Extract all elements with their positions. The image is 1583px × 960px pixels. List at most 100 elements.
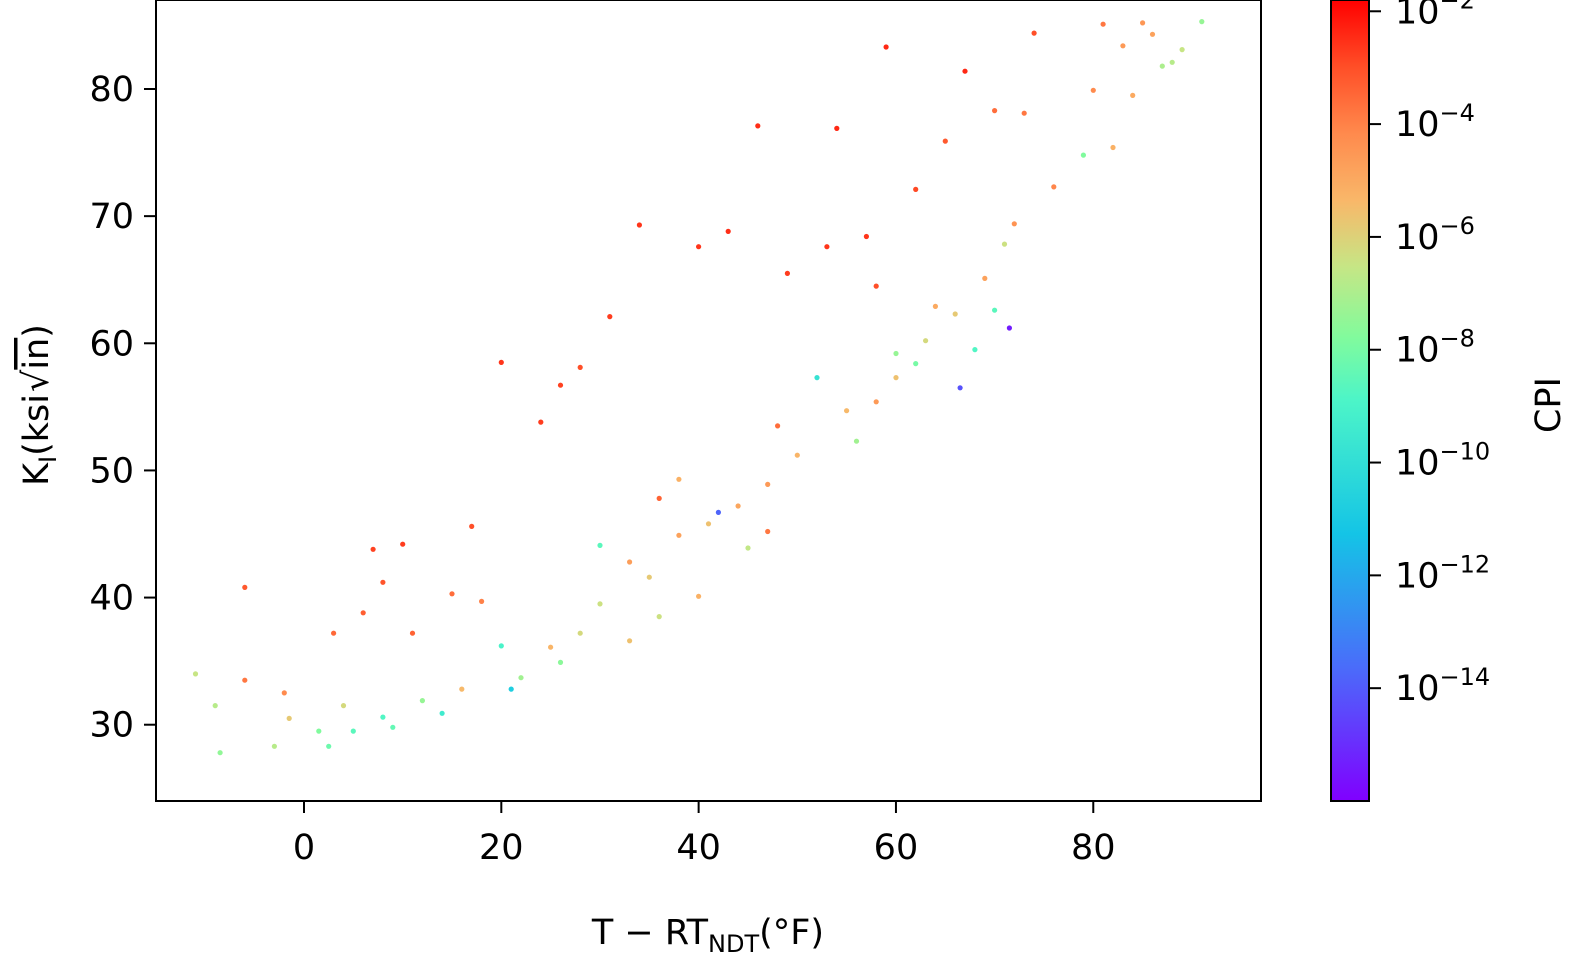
y-axis: 30 40 50 60 70 80 [89,70,156,746]
scatter-point [1110,144,1116,151]
scatter-point [1159,63,1165,69]
scatter-point [1120,43,1126,49]
colorbar-tick-label: 10−10 [1395,438,1490,484]
scatter-point [646,574,652,580]
x-tick-label: 80 [1071,828,1116,868]
scatter-point [1001,241,1008,247]
scatter-point [557,659,564,666]
scatter-point [627,638,633,644]
scatter-point [192,671,199,677]
x-axis-title-sub: NDT [708,930,759,958]
scatter-point [286,715,292,722]
colorbar-axis: 10−14 10−12 10−10 10−8 10−6 10−4 10−2 [1369,0,1490,709]
x-axis-title-suffix: (°F) [759,913,824,953]
scatter-point [656,495,662,501]
scatter-point [696,244,702,250]
scatter-point [627,559,633,565]
scatter-point [863,233,870,240]
scatter-point [1080,152,1086,158]
scatter-point [1051,184,1057,190]
scatter-point [340,703,347,709]
scatter-point [390,724,396,730]
y-axis-title-sqrt: √ [17,369,57,392]
scatter-point [992,108,998,114]
scatter-point [794,452,800,458]
scatter-point [952,311,958,317]
scatter-point [982,275,988,281]
scatter-point [636,222,643,228]
y-tick-label: 30 [89,706,134,746]
scatter-point [992,307,998,313]
colorbar-tick-label: 10−8 [1395,325,1475,371]
scatter-point [326,743,332,749]
y-axis-title-sub: I [34,456,62,463]
scatter-point [873,399,879,405]
scatter-point [893,350,899,357]
x-tick-label: 40 [676,828,721,868]
scatter-point [400,541,406,547]
scatter-point [459,686,465,692]
y-tick-label: 40 [89,579,134,619]
scatter-point [419,698,425,704]
scatter-point [844,408,850,414]
scatter-point [656,614,662,620]
scatter-point [242,584,248,591]
scatter-point [913,361,919,367]
scatter-point [1100,21,1106,27]
scatter-point [676,532,682,538]
scatter-point [380,714,386,720]
scatter-point [538,419,544,425]
y-tick-label: 70 [89,197,134,237]
scatter-point [942,138,948,144]
scatter-point [607,314,613,320]
scatter-point [469,523,475,530]
scatter-point [957,385,963,391]
y-axis-title-open: (ksi [17,394,57,456]
scatter-point [548,644,554,650]
scatter-point [1169,59,1175,65]
scatter-point [1130,92,1136,98]
scatter-point [1179,47,1185,53]
scatter-point [725,228,731,234]
scatter-point [360,610,366,616]
scatter-point [735,503,741,509]
scatter-point [883,44,889,50]
scatter-point [508,686,514,692]
y-axis-title-radicand: in [17,338,57,370]
scatter-point [1140,20,1146,26]
scatter-point [597,601,603,607]
scatter-point [557,382,564,388]
scatter-point [932,303,939,309]
y-tick-label: 80 [89,70,134,110]
y-axis-title: KI(ksi√in) [17,324,62,486]
scatter-point [962,68,968,74]
scatter-point [316,728,322,734]
scatter-point [1021,110,1027,116]
svg-text:KI(ksi√in): KI(ksi√in) [17,324,62,486]
scatter-point [972,347,978,353]
scatter-point [834,125,840,131]
scatter-point [518,675,524,681]
y-tick-label: 60 [89,324,134,364]
x-axis-title: T − RTNDT(°F) [591,913,824,958]
scatter-point [893,375,899,381]
scatter-point [380,579,386,585]
scatter-point [676,476,682,482]
x-tick-label: 60 [874,828,919,868]
colorbar-tick-label: 10−12 [1395,550,1490,596]
colorbar-label: CPI [1529,377,1569,433]
scatter-point [439,710,445,716]
colorbar-tick-label: 10−6 [1395,212,1475,258]
colorbar [1330,0,1370,802]
scatter-point [331,630,337,636]
scatter-point [775,423,781,429]
plot-frame [155,0,1262,802]
scatter-point [1011,221,1017,227]
scatter-point [1090,87,1096,93]
x-axis: 0 20 40 60 80 [293,801,1116,868]
y-axis-title-close: ) [17,324,57,338]
scatter-point [1006,325,1013,331]
scatter-point [597,542,603,549]
scatter-point [715,509,722,515]
colorbar-tick-label: 10−4 [1395,99,1475,145]
